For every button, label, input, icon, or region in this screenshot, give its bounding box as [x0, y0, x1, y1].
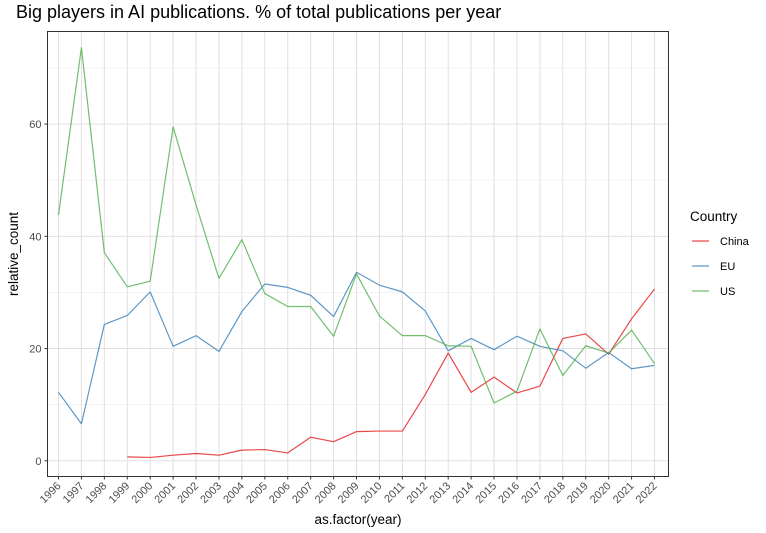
x-tick-label: 1998: [84, 480, 110, 506]
legend-title: Country: [690, 209, 738, 224]
x-tick-label: 2005: [244, 480, 270, 506]
x-tick-label: 2001: [152, 480, 178, 506]
x-axis-title: as.factor(year): [314, 512, 401, 527]
x-tick-label: 2013: [428, 480, 454, 506]
x-tick-label: 2020: [588, 480, 614, 506]
x-tick-label: 2010: [359, 480, 385, 506]
legend: Country China EU US: [690, 209, 750, 298]
x-tick-label: 2019: [565, 480, 591, 506]
y-axis-title: relative_count: [6, 212, 21, 296]
x-tick-label: 2004: [221, 480, 247, 506]
chart-title: Big players in AI publications. % of tot…: [16, 2, 502, 22]
x-tick-label: 2007: [290, 480, 316, 506]
x-tick-label: 1996: [38, 480, 64, 506]
x-tick-label: 2014: [450, 480, 476, 506]
y-tick-label: 20: [29, 344, 41, 356]
series-line-china: [127, 288, 655, 459]
x-tick-label: 2002: [175, 480, 201, 506]
x-tick-label: 2003: [198, 480, 224, 506]
y-tick-label: 60: [29, 119, 41, 131]
x-tick-label: 2011: [382, 480, 407, 505]
series-line-eu: [58, 271, 655, 425]
x-tick-label: 2009: [336, 480, 362, 506]
x-tick-label: 2015: [473, 480, 499, 506]
x-tick-label: 2016: [496, 480, 522, 506]
x-tick-label: 2006: [267, 480, 293, 506]
x-tick-label: 2012: [405, 480, 431, 506]
x-tick-label: 2018: [542, 480, 568, 506]
x-tick-label: 2017: [519, 480, 545, 506]
plot-border: [47, 31, 669, 477]
x-tick-label: 2008: [313, 480, 339, 506]
x-tick-label: 2000: [130, 480, 156, 506]
legend-label-eu: EU: [720, 261, 735, 273]
y-tick-label: 40: [29, 231, 41, 243]
y-tick-label: 0: [35, 456, 41, 468]
x-tick-label: 2022: [634, 480, 660, 506]
x-tick-label: 1999: [107, 480, 133, 506]
x-tick-label: 2021: [611, 480, 637, 506]
x-tick-label: 1997: [61, 480, 87, 506]
series-line-us: [57, 47, 655, 404]
legend-label-china: China: [720, 236, 750, 248]
legend-label-us: US: [720, 286, 735, 298]
plot-panel: [47, 31, 669, 477]
